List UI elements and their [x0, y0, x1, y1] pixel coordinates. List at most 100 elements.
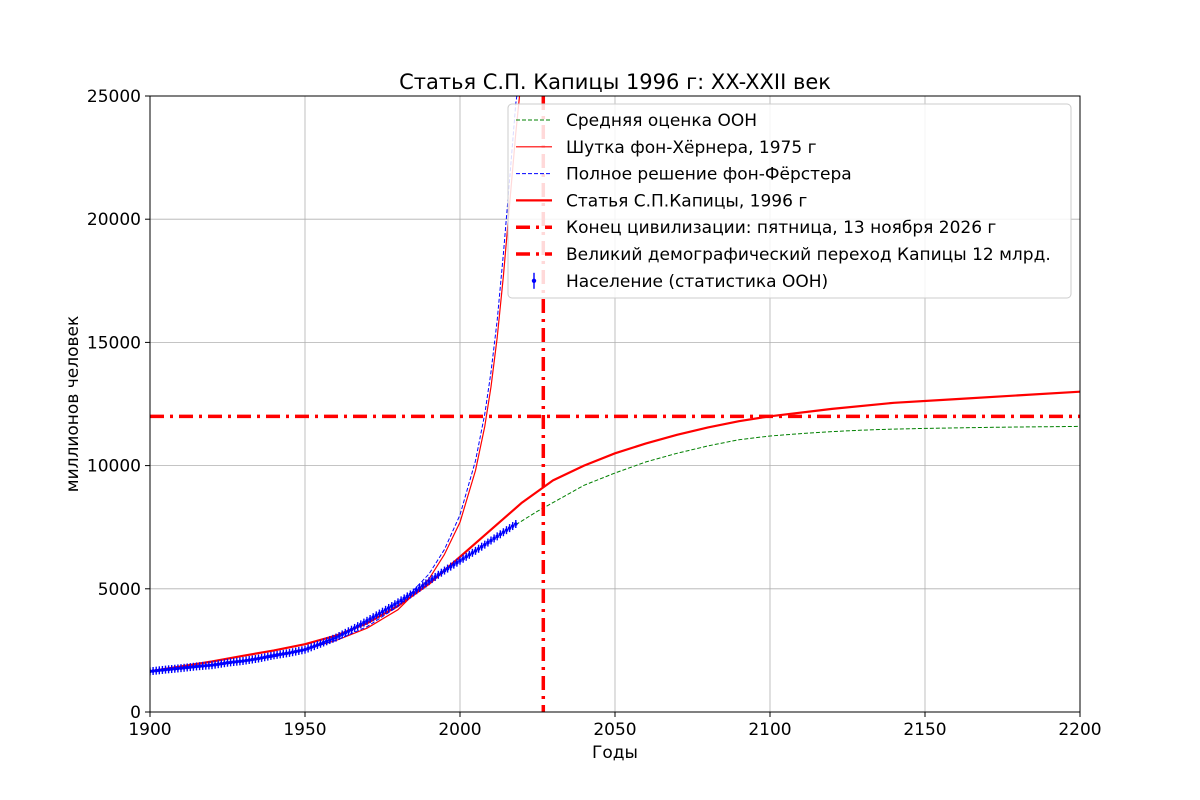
- data-point: [300, 648, 304, 653]
- legend-label: Великий демографический переход Капицы 1…: [566, 245, 1051, 265]
- data-point: [253, 657, 258, 661]
- data-point: [408, 592, 413, 597]
- data-point: [154, 668, 158, 673]
- data-point: [284, 651, 289, 656]
- x-tick-label: 1950: [283, 720, 326, 740]
- data-point: [479, 544, 484, 549]
- legend-marker-dot: [531, 278, 537, 283]
- data-point: [290, 650, 295, 655]
- series-population-un-markers: [150, 519, 518, 676]
- data-point: [489, 538, 493, 543]
- data-point: [225, 660, 230, 665]
- legend-label: Шутка фон-Хёрнера, 1975 г: [566, 138, 817, 158]
- data-point: [269, 654, 273, 658]
- data-point: [266, 654, 270, 659]
- legend-item: Великий демографический переход Капицы 1…: [516, 245, 1051, 265]
- y-tick-label: 15000: [87, 333, 141, 353]
- data-point: [176, 666, 180, 671]
- data-point: [340, 632, 345, 637]
- data-point: [173, 666, 177, 671]
- legend-item: Конец цивилизации: пятница, 13 ноября 20…: [516, 218, 996, 238]
- data-point: [324, 639, 329, 644]
- x-axis-label: Годы: [592, 743, 638, 763]
- data-point: [182, 665, 186, 670]
- data-point: [272, 653, 276, 658]
- data-point: [424, 581, 428, 586]
- data-point: [483, 542, 487, 547]
- data-point: [228, 660, 233, 665]
- data-point: [380, 609, 385, 614]
- data-point: [421, 583, 425, 588]
- y-tick-label: 5000: [98, 580, 141, 600]
- data-point: [371, 615, 376, 619]
- data-point: [334, 635, 338, 640]
- data-point: [495, 534, 500, 539]
- data-point: [244, 658, 248, 663]
- data-point: [179, 666, 183, 670]
- data-point: [200, 664, 205, 668]
- data-point: [222, 661, 227, 666]
- y-tick-label: 10000: [87, 457, 141, 477]
- legend-box: [507, 103, 1072, 299]
- data-point: [498, 532, 503, 537]
- data-point: [275, 653, 279, 657]
- data-point: [238, 659, 242, 664]
- data-point: [169, 667, 174, 671]
- data-point: [321, 640, 326, 645]
- data-point: [365, 619, 369, 623]
- data-point: [259, 656, 264, 660]
- data-point: [331, 637, 335, 641]
- data-point: [427, 579, 431, 583]
- data-point: [241, 659, 245, 663]
- data-point: [312, 644, 317, 648]
- data-point: [514, 522, 518, 526]
- legend-label: Население (статистика ООН): [566, 272, 828, 292]
- data-point: [396, 600, 400, 605]
- data-point: [464, 554, 469, 559]
- data-point: [328, 638, 332, 642]
- x-tick-label: 1900: [128, 720, 171, 740]
- data-point: [191, 664, 196, 669]
- axis-ticks: 1900 1950 2000 2050 2100 2150 2200 0 5000 10000 15…: [87, 87, 1102, 740]
- x-tick-label: 2200: [1058, 720, 1101, 740]
- data-point: [377, 611, 382, 616]
- data-point: [303, 647, 307, 652]
- data-point: [194, 664, 199, 669]
- data-point: [507, 526, 512, 530]
- data-point: [346, 629, 351, 634]
- data-point: [436, 573, 441, 577]
- data-point: [448, 564, 453, 569]
- data-point: [318, 641, 323, 646]
- data-point: [386, 606, 391, 610]
- data-point: [486, 540, 490, 545]
- data-point: [188, 665, 193, 669]
- series-line-0: [515, 425, 1080, 526]
- chart-title: Статья С.П. Капицы 1996 г: XX-XXII век: [399, 70, 831, 94]
- series-line-3: [150, 390, 1080, 673]
- series-line-1: [150, 96, 521, 672]
- data-point: [433, 575, 438, 579]
- data-point: [160, 668, 165, 672]
- data-point: [185, 665, 189, 670]
- data-point: [362, 620, 366, 625]
- data-point: [473, 549, 478, 553]
- data-point: [359, 622, 363, 627]
- data-point: [315, 643, 320, 647]
- data-point: [510, 524, 515, 528]
- data-point: [256, 656, 261, 661]
- data-point: [455, 560, 459, 565]
- data-point: [157, 668, 162, 673]
- data-point: [399, 598, 403, 603]
- data-point: [204, 663, 208, 668]
- data-point: [417, 586, 422, 590]
- data-point: [414, 588, 419, 593]
- data-point: [461, 556, 465, 561]
- data-point: [297, 649, 301, 653]
- legend-item: Полное решение фон-Фёрстера: [516, 165, 852, 185]
- data-point: [343, 631, 348, 635]
- data-point: [467, 552, 472, 557]
- data-point: [504, 528, 509, 532]
- legend-item: Шутка фон-Хёрнера, 1975 г: [516, 138, 817, 158]
- data-point: [405, 594, 410, 599]
- data-point: [411, 590, 416, 595]
